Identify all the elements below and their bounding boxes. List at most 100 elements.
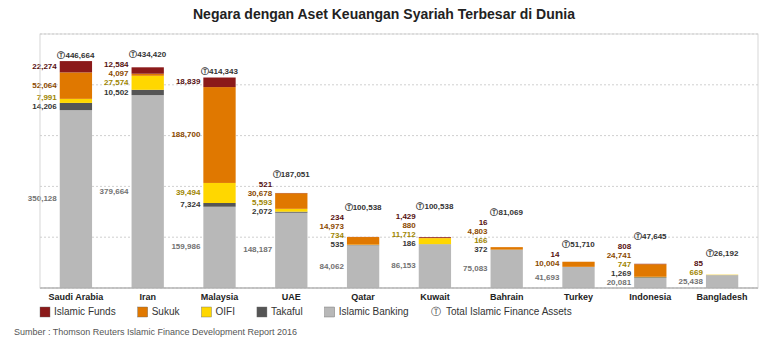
x-tick-label: Indonesia [629, 292, 672, 302]
legend-label: Takaful [271, 306, 303, 317]
data-label: 1,429 [396, 212, 417, 221]
total-label: Ⓣ446,664 [57, 51, 94, 60]
bar-segment [347, 237, 379, 245]
data-label: 18,839 [176, 77, 201, 86]
bar-segment [60, 72, 92, 98]
bar-segment [562, 262, 594, 267]
bar-segment [275, 209, 307, 212]
bar-segment [203, 207, 235, 288]
x-tick-label: Kuwait [420, 292, 450, 302]
data-label: 808 [618, 242, 632, 251]
data-label: 166 [474, 236, 488, 245]
bar-segment [60, 99, 92, 103]
legend-swatch [138, 307, 148, 317]
chart: Negara dengan Aset Keuangan Syariah Terb… [0, 0, 768, 343]
data-label: 148,187 [243, 245, 272, 254]
series [60, 76, 739, 277]
data-label: 11,712 [392, 230, 417, 239]
data-label: 379,664 [100, 187, 129, 196]
legend-swatch [201, 307, 211, 317]
x-tick-label: Malaysia [201, 292, 240, 302]
plot-frame [40, 34, 758, 288]
bar-segment [562, 267, 594, 288]
total-label: Ⓣ26,192 [706, 249, 739, 258]
bar-segment [491, 247, 523, 249]
data-label: 22,274 [32, 62, 57, 71]
total-label: Ⓣ100,538 [416, 202, 453, 211]
title: Negara dengan Aset Keuangan Syariah Terb… [193, 6, 575, 22]
bar-segment [419, 244, 451, 288]
bars [60, 61, 739, 288]
data-label: 734 [331, 231, 345, 240]
legend: Islamic FundsSukukOIFITakafulIslamic Ban… [40, 306, 572, 317]
data-label: 521 [259, 180, 273, 189]
bar-segment [347, 236, 379, 237]
bar-segment [203, 203, 235, 207]
data-label: 41,693 [535, 273, 560, 282]
bar-segment [491, 247, 523, 248]
data-label: 234 [331, 213, 345, 222]
bar-segment [634, 264, 666, 277]
x-tick-label: Bangladesh [697, 292, 748, 302]
total-label: Ⓣ81,069 [490, 208, 523, 217]
total-label: Ⓣ414,343 [201, 67, 238, 76]
legend-swatch [257, 307, 267, 317]
data-label: 52,064 [32, 81, 57, 90]
legend-label: OIFI [215, 306, 234, 317]
bar-segment [275, 212, 307, 213]
data-label: 85 [694, 259, 703, 268]
data-label: 39,494 [176, 188, 201, 197]
bar-segment [60, 110, 92, 288]
total-label: Ⓣ51,710 [562, 240, 595, 249]
bar-segment [419, 237, 451, 238]
x-tick-label: Turkey [564, 292, 593, 302]
x-tick-label: Saudi Arabia [49, 292, 105, 302]
legend-swatch [40, 307, 50, 317]
total-label: Ⓣ187,051 [273, 170, 310, 179]
bar-segment [60, 103, 92, 110]
bar-segment [203, 87, 235, 183]
bar-segment [634, 278, 666, 288]
data-labels: 350,12814,2067,99152,06422,274Ⓣ446,66437… [28, 50, 739, 287]
series [60, 72, 667, 276]
bar-segment [419, 238, 451, 244]
data-label: 4,803 [468, 227, 489, 236]
x-tick-label: Bahrain [490, 292, 524, 302]
legend-swatch [325, 307, 335, 317]
data-label: 27,574 [104, 78, 129, 87]
legend-label: Sukuk [152, 306, 181, 317]
bar-segment [203, 183, 235, 203]
data-label: 75,083 [463, 264, 488, 273]
data-label: 25,438 [678, 277, 703, 286]
bar-segment [132, 76, 164, 90]
total-label: Ⓣ47,645 [634, 232, 667, 241]
bar-segment [275, 213, 307, 288]
data-label: 1,269 [611, 269, 632, 278]
bar-segment [132, 74, 164, 76]
bar-segment [275, 192, 307, 193]
data-label: 84,062 [319, 262, 344, 271]
bar-segment [706, 275, 738, 276]
data-label: 2,072 [252, 207, 273, 216]
data-label: 159,986 [171, 242, 200, 251]
data-label: 14,973 [319, 222, 344, 231]
x-tick-label: Qatar [351, 292, 375, 302]
data-label: 30,678 [248, 189, 273, 198]
data-label: 16 [479, 218, 488, 227]
data-label: 7,324 [180, 200, 201, 209]
bar-segment [347, 245, 379, 288]
data-label: 14,206 [32, 102, 57, 111]
data-label: 186 [402, 239, 416, 248]
bar-segment [491, 250, 523, 288]
series [60, 90, 667, 278]
bar-segment [562, 261, 594, 262]
bar-segment [60, 61, 92, 72]
bar-segment [132, 95, 164, 288]
data-label: 535 [331, 240, 345, 249]
data-label: 12,584 [104, 60, 129, 69]
legend-label: Ⓣ Total Islamic Finance Assets [431, 306, 572, 317]
total-label: Ⓣ100,538 [345, 203, 382, 212]
data-label: 5,593 [252, 198, 273, 207]
data-label: 20,081 [607, 278, 632, 287]
series [60, 61, 739, 275]
